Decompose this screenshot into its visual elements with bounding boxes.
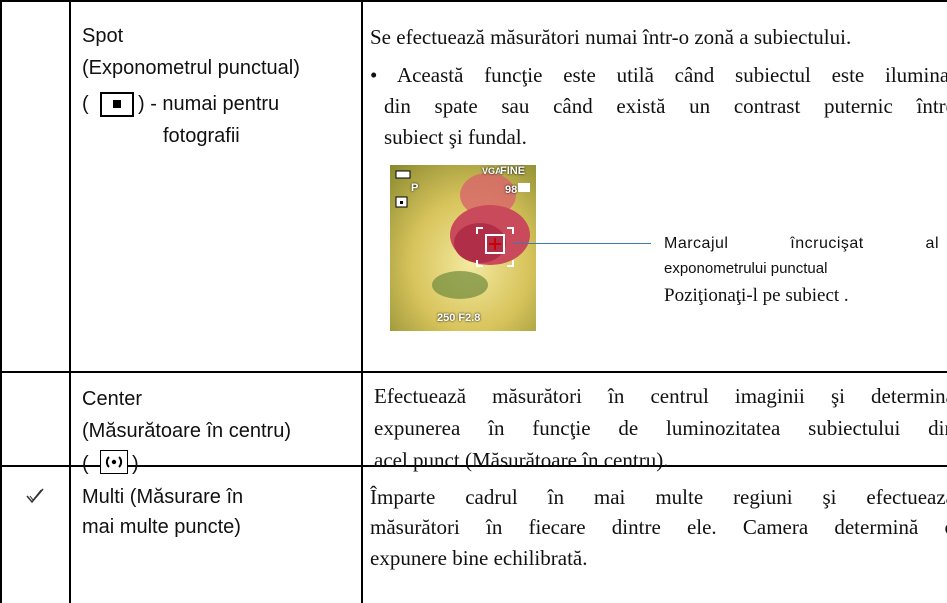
screen-overlay: FINE [500,165,526,177]
spot-icon [100,92,134,117]
setting-name: (Exponometrul punctual) [82,57,300,79]
column-divider [361,0,363,603]
setting-name: ) - numai pentru [138,93,280,115]
screen-overlay: 98 [505,184,518,196]
default-check-icon [26,488,44,504]
callout-label: Marcajul încrucişat al [664,235,939,252]
description: măsurători în fiecare dintre ele. Camera… [370,515,947,539]
setting-name: ( [82,93,89,115]
description: acel punct (Măsurătoare în centru). [374,448,669,472]
callout-label: exponometrului punctual [664,260,828,277]
setting-name: ) [132,453,139,475]
description: Împarte cadrul în mai multe regiuni şi e… [370,485,947,509]
screen-overlay: VGA [482,166,502,176]
column-divider [69,0,71,603]
row-divider [0,465,947,467]
center-icon [100,450,128,474]
spot-dot [113,100,121,108]
screen-overlay: 250 F2.8 [437,312,481,324]
setting-name: ( [82,453,89,475]
camera-screen [390,165,536,331]
setting-name: (Măsurătoare în centru) [82,420,291,442]
setting-name: Spot [82,25,124,47]
description: expunere bine echilibrată. [370,546,588,570]
table-border [0,0,2,603]
center-symbol [105,456,123,468]
table-border [0,0,947,2]
screen-overlay: P [411,182,419,194]
setting-name: mai multe puncte) [82,516,241,538]
description: Efectuează măsurători în centrul imagini… [374,384,947,408]
description: subiect şi fundal. [384,125,527,149]
callout-line [513,243,651,244]
description: Se efectuează măsurători numai într-o zo… [370,25,852,49]
description: • Această funcţie este utilă când subiec… [370,63,947,87]
callout-label: Poziţionaţi-l pe subiect . [664,285,849,306]
setting-name: Multi (Măsurare în [82,486,244,508]
description: din spate sau când există un contrast pu… [384,94,947,118]
setting-name: fotografii [163,125,240,147]
setting-name: Center [82,388,143,410]
description: expunerea în funcţie de luminozitatea su… [374,416,947,440]
row-divider [0,371,947,373]
